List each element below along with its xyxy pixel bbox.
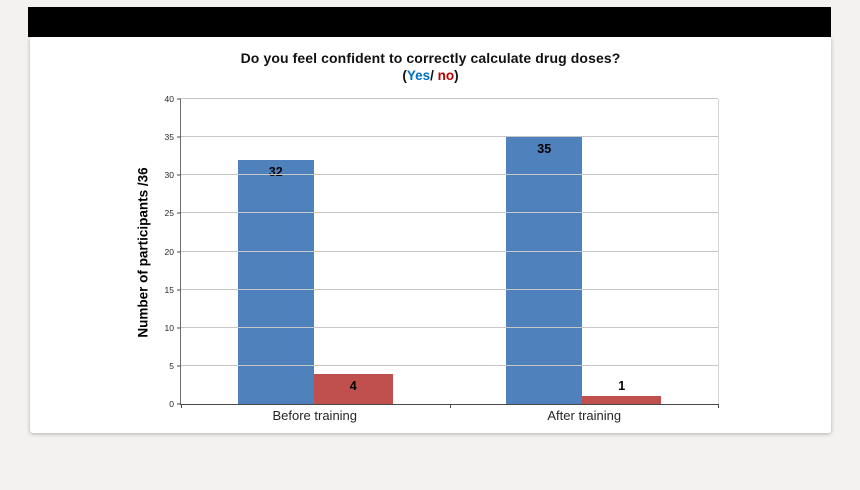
bar-no-after-training: 1 [582, 379, 662, 404]
subtitle-yes-word: Yes [406, 68, 431, 83]
x-axis-labels: Before training After training [180, 408, 719, 423]
y-axis-title: Number of participants /36 [135, 166, 151, 338]
y-tick-label: 20 [164, 246, 174, 257]
y-tick-label: 25 [164, 208, 174, 219]
y-tick-label: 40 [164, 94, 174, 104]
bar-no-before-training: 4 [313, 373, 393, 404]
subtitle-no-word: no [437, 68, 455, 83]
chart-title: Do you feel confident to correctly calcu… [240, 50, 621, 66]
y-tick-label: 30 [164, 170, 174, 181]
bar-group: 35 1 [450, 99, 719, 404]
gridline [181, 364, 718, 366]
bar-group: 32 4 [181, 99, 450, 404]
plot-wrap: 32 4 35 1 0 5 10 15 20 25 30 35 40 [165, 94, 719, 409]
x-category-label: After training [547, 408, 622, 423]
bar-groups: 32 4 35 1 [181, 99, 718, 404]
gridline [181, 98, 718, 99]
gridline [181, 174, 718, 176]
y-tick-label: 0 [169, 399, 174, 409]
chart-panel: Do you feel confident to correctly calcu… [30, 37, 831, 433]
x-tick-mark [718, 404, 719, 408]
y-tick-mark [177, 365, 181, 367]
gridline [181, 136, 718, 138]
x-category-label: Before training [272, 408, 358, 423]
y-tick-mark [177, 289, 181, 291]
subtitle-paren-open: ( [402, 68, 407, 83]
y-tick-label: 5 [169, 360, 174, 371]
y-tick-label: 35 [164, 132, 174, 143]
bar-yes-before-training: 32 [237, 160, 314, 404]
y-tick-mark [177, 98, 181, 100]
gridline [181, 250, 718, 252]
x-tick-mark [449, 404, 451, 408]
gridline [181, 326, 718, 328]
gridline [181, 288, 718, 290]
bar-value-label: 32 [268, 165, 283, 179]
x-tick-mark [181, 404, 182, 408]
y-tick-label: 10 [164, 322, 174, 333]
plot-area: 32 4 35 1 0 5 10 15 20 25 30 35 40 [165, 94, 719, 409]
subtitle-separator: / [430, 68, 438, 83]
y-tick-mark [177, 251, 181, 252]
y-tick-mark [177, 212, 181, 214]
y-tick-mark [177, 403, 181, 405]
bar-yes-after-training: 35 [506, 137, 583, 404]
bar-value-label: 1 [618, 379, 626, 394]
top-black-bar [28, 7, 831, 37]
y-tick-mark [177, 327, 181, 329]
bar-value-label: 35 [537, 142, 552, 157]
bar-value-label: 4 [349, 378, 357, 393]
gridline [181, 212, 718, 214]
chart-subtitle: (Yes/ no) [30, 68, 831, 83]
subtitle-paren-close: ) [454, 68, 459, 83]
y-tick-mark [177, 174, 181, 176]
y-tick-mark [177, 136, 181, 138]
y-tick-label: 15 [164, 284, 174, 295]
